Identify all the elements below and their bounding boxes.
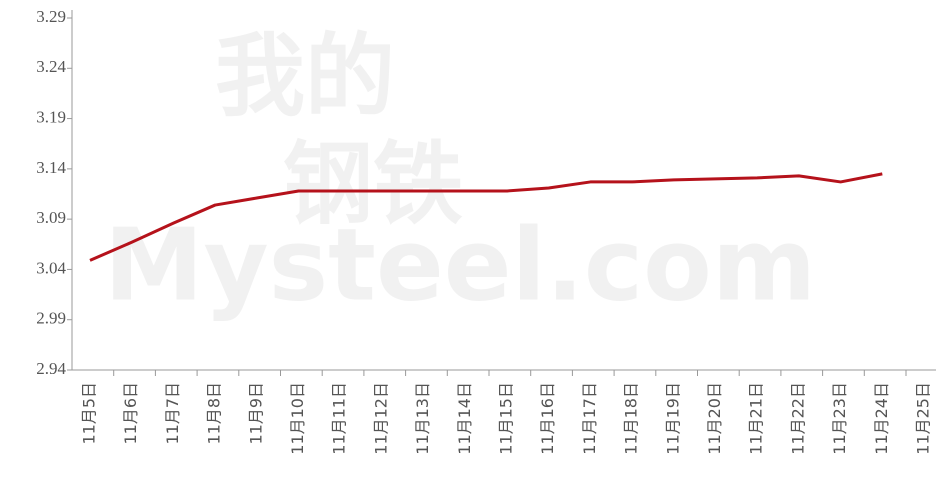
x-tick-label: 11月16日 [538,382,557,455]
watermark-text: 钢铁 [283,132,463,237]
x-tick-label: 11月20日 [705,382,724,455]
x-tick-label: 11月18日 [622,382,641,455]
data-line [89,172,883,262]
x-tick-label: 11月6日 [121,382,140,445]
x-tick-label: 11月15日 [497,382,516,455]
x-tick-label: 11月24日 [872,382,891,455]
y-tick-label: 3.09 [36,208,66,227]
y-tick-label: 3.29 [36,7,66,26]
x-tick-label: 11月8日 [205,382,224,445]
x-tick-label: 11月19日 [663,382,682,455]
x-tick-label: 11月25日 [914,382,933,455]
x-tick-label: 11月12日 [371,382,390,455]
x-tick-label: 11月7日 [163,382,182,445]
watermark: 我的 钢铁 Mysteel.com [104,24,816,323]
x-tick-label: 11月14日 [455,382,474,455]
y-tick-label: 3.04 [36,258,66,277]
y-tick-label: 3.24 [36,57,66,76]
x-tick-label: 11月10日 [288,382,307,455]
y-tick-label: 2.99 [36,309,66,328]
x-tick-label: 11月17日 [580,382,599,455]
x-tick-label: 11月5日 [80,382,99,445]
x-tick-label: 11月22日 [788,382,807,455]
x-tick-label: 11月11日 [330,382,349,455]
x-tick-label: 11月21日 [747,382,766,455]
y-tick-label: 3.19 [36,107,66,126]
y-tick-label: 2.94 [36,359,66,378]
x-tick-label: 11月9日 [246,382,265,445]
watermark-text: Mysteel.com [104,206,816,323]
x-tick-label: 11月23日 [830,382,849,455]
x-tick-label: 11月13日 [413,382,432,455]
watermark-text: 我的 [215,24,395,129]
y-tick-label: 3.14 [36,158,66,177]
